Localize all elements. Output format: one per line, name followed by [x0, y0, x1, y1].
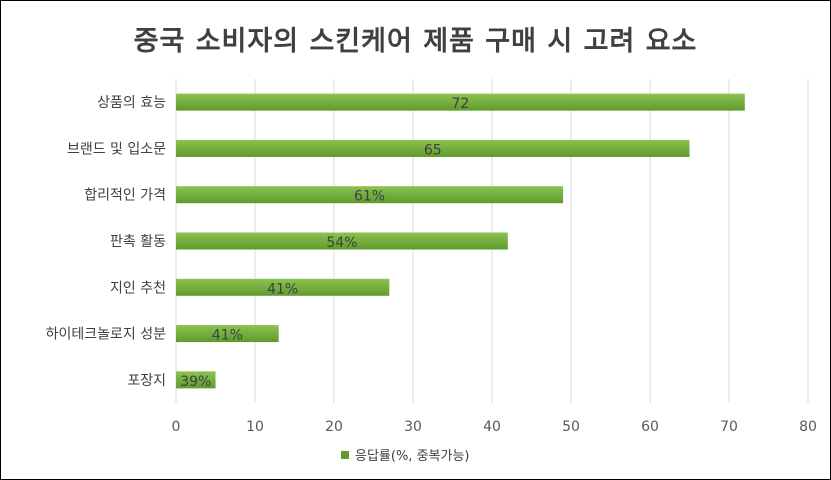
x-tick-label: 50 — [562, 419, 580, 435]
category-label: 상품의 효능 — [97, 95, 166, 111]
data-label: 54% — [326, 235, 357, 251]
data-label: 72 — [451, 96, 469, 112]
legend-entry: 응답률(%, 중복가능) — [355, 449, 469, 464]
data-labels: 72 65 61% 54% 41% 41% 39% — [180, 96, 469, 390]
x-tick-label: 80 — [799, 419, 817, 435]
x-tick-label: 70 — [720, 419, 738, 435]
x-tick-label: 0 — [172, 419, 181, 435]
bar — [176, 371, 216, 389]
category-label: 하이테크놀로지 성분 — [46, 327, 166, 343]
category-label: 합리적인 가격 — [84, 188, 166, 204]
bar — [176, 325, 279, 343]
chart-title: 중국 소비자의 스킨케어 제품 구매 시 고려 요소 — [133, 26, 698, 57]
data-label: 41% — [212, 328, 243, 344]
category-label: 판촉 활동 — [110, 234, 166, 250]
bar — [176, 93, 745, 111]
category-label: 지인 추천 — [110, 280, 166, 296]
data-label: 65 — [424, 142, 442, 158]
bar — [176, 186, 564, 204]
legend-swatch — [341, 451, 349, 459]
data-label: 39% — [180, 374, 211, 390]
x-tick-label: 20 — [325, 419, 343, 435]
x-tick-label: 40 — [483, 419, 501, 435]
bar — [176, 139, 690, 157]
data-label: 41% — [267, 281, 298, 297]
category-label: 브랜드 및 입소문 — [67, 141, 166, 157]
bars — [176, 93, 745, 389]
x-tick-label: 30 — [404, 419, 422, 435]
bar — [176, 232, 508, 250]
bar — [176, 278, 390, 296]
data-label: 61% — [354, 189, 385, 205]
x-axis-ticks: 0 10 20 30 40 50 60 70 80 — [172, 419, 817, 435]
category-label: 포장지 — [127, 373, 166, 389]
x-tick-label: 10 — [246, 419, 264, 435]
x-tick-label: 60 — [641, 419, 659, 435]
legend: 응답률(%, 중복가능) — [341, 449, 469, 464]
